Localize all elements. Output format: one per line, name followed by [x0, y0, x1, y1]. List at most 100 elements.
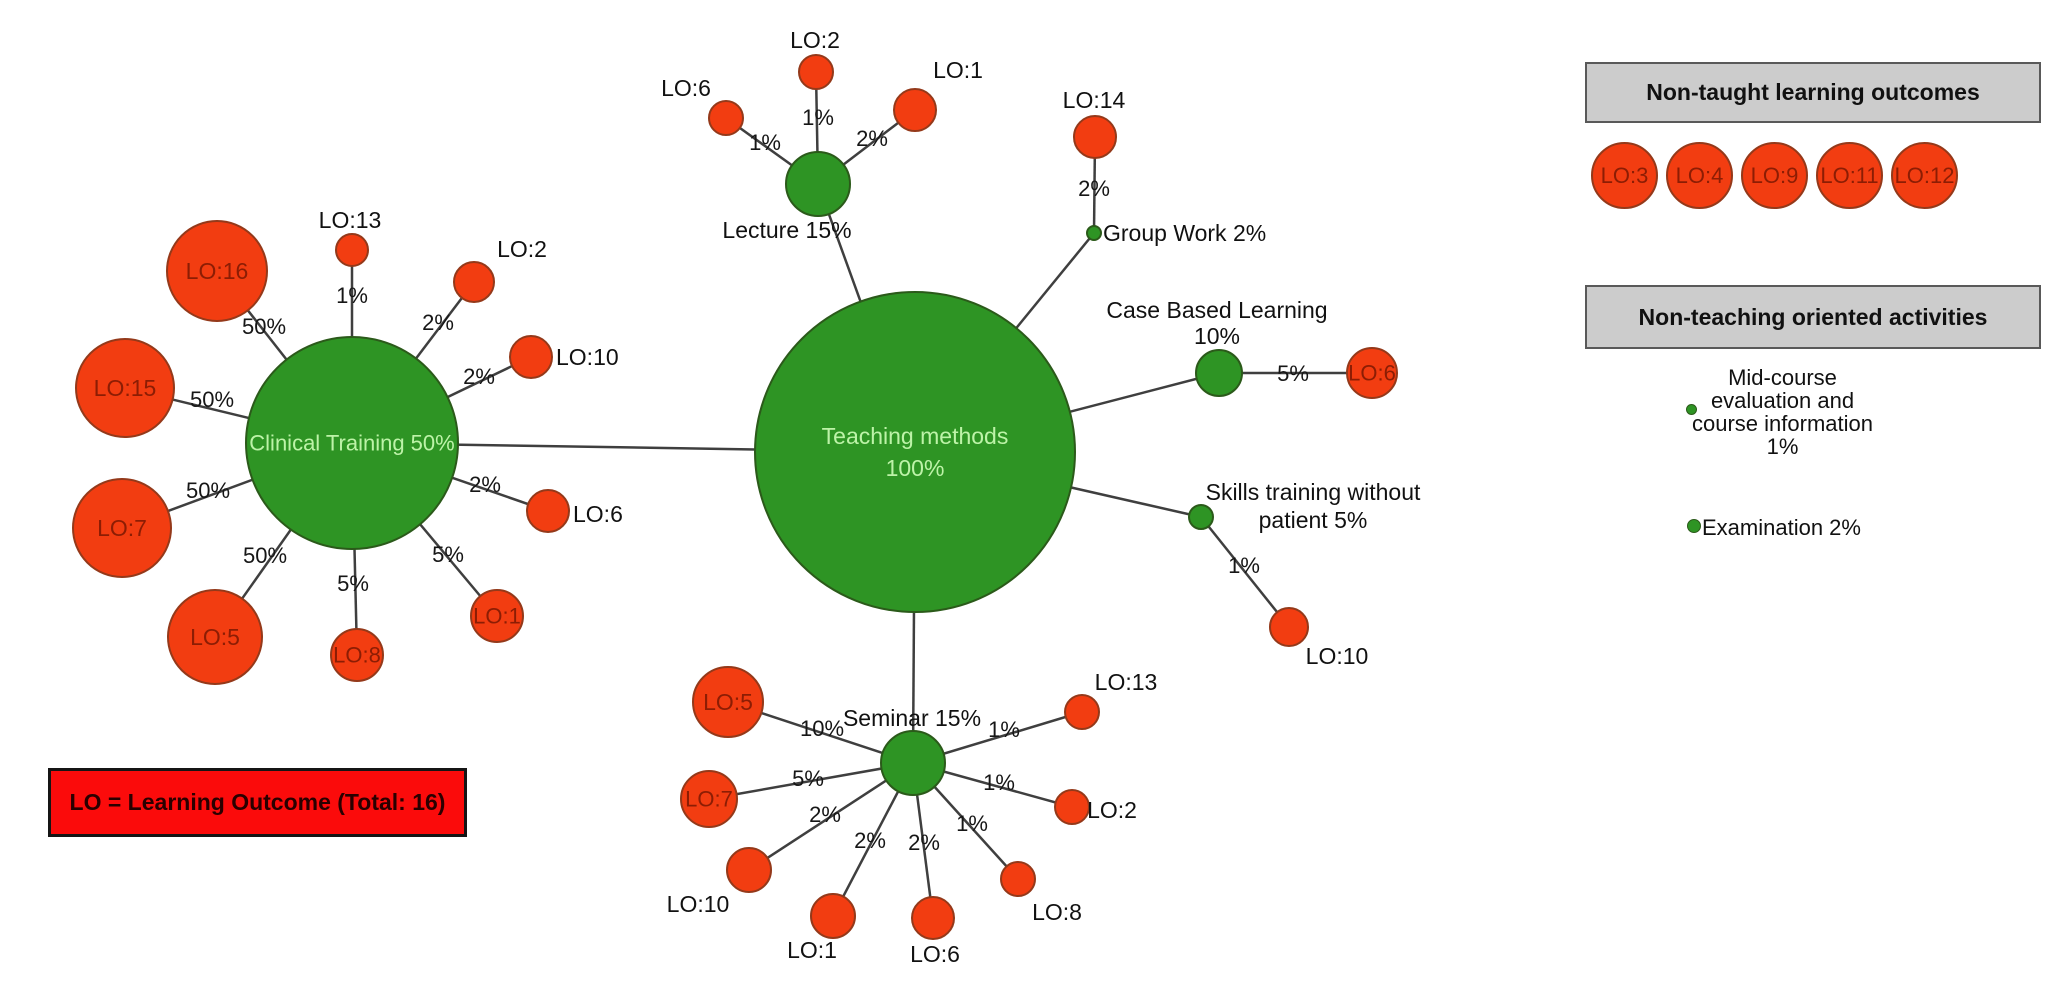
- lo-circle-label: LO:9: [1750, 162, 1799, 188]
- panel-non-teaching-title: Non-teaching oriented activities: [1638, 303, 1988, 330]
- edge-label-skills-sk10: 1%: [1228, 553, 1260, 578]
- edge-label-cbl-cb6: 5%: [1277, 361, 1309, 386]
- node-se5: [692, 666, 764, 738]
- node-label-se8: LO:8: [1032, 899, 1082, 925]
- non-taught-lo-circle: LO:3: [1591, 142, 1658, 209]
- edge-label-lecture-le2: 1%: [802, 105, 834, 130]
- edge-seminar-se7: [708, 761, 914, 801]
- node-label-lecture: Lecture 15%: [722, 217, 851, 243]
- node-label-cl16: LO:16: [186, 258, 249, 284]
- node-cl6: [526, 489, 570, 533]
- node-label-se2: LO:2: [1087, 797, 1137, 823]
- edge-label-seminar-se7: 5%: [792, 766, 824, 791]
- edge-label-seminar-se13: 1%: [988, 717, 1020, 742]
- non-taught-lo-row: LO:3 LO:4 LO:9 LO:11 LO:12: [1591, 142, 1958, 209]
- node-label-cl10: LO:10: [556, 344, 619, 370]
- node-label-le2: LO:2: [790, 27, 840, 53]
- node-layer: [72, 54, 1398, 940]
- lo-definition-text: LO = Learning Outcome (Total: 16): [69, 789, 446, 815]
- node-label-se10: LO:10: [667, 891, 730, 917]
- node-label-cl15: LO:15: [94, 375, 157, 401]
- node-label-cl2: LO:2: [497, 236, 547, 262]
- node-clinical: [245, 336, 459, 550]
- panel-non-teaching-activities: Non-teaching oriented activities: [1585, 285, 2041, 349]
- node-label-se7: LO:7: [685, 787, 733, 812]
- node-g14: [1073, 115, 1117, 159]
- node-label-se5: LO:5: [703, 689, 753, 715]
- node-se1: [810, 893, 856, 939]
- node-label-se1: LO:1: [787, 937, 837, 963]
- edge-label-clinical-cl1: 5%: [432, 542, 464, 567]
- node-groupwork: [1086, 225, 1102, 241]
- node-label-g14: LO:14: [1063, 87, 1126, 113]
- node-label-cl13: LO:13: [319, 207, 382, 233]
- edge-label-clinical-cl6: 2%: [469, 472, 501, 497]
- edge-label-lecture-le6: 1%: [749, 130, 781, 155]
- node-cb6: [1346, 347, 1398, 399]
- examination-dot-icon: [1687, 519, 1701, 533]
- edge-label-clinical-cl5: 50%: [243, 543, 287, 568]
- node-se6: [911, 896, 955, 940]
- node-cl15: [75, 338, 175, 438]
- node-cl7: [72, 478, 172, 578]
- edge-label-clinical-cl2: 2%: [422, 310, 454, 335]
- node-sk10: [1269, 607, 1309, 647]
- node-skills: [1188, 504, 1214, 530]
- node-le6: [708, 100, 744, 136]
- node-label-sk10: LO:10: [1306, 643, 1369, 669]
- node-label-cl1: LO:1: [473, 604, 521, 629]
- panel-non-taught-learning-outcomes: Non-taught learning outcomes: [1585, 62, 2041, 123]
- lo-circle-label: LO:12: [1894, 162, 1955, 188]
- node-label-seminar: Seminar 15%: [843, 705, 981, 731]
- edge-label-seminar-se6: 2%: [908, 830, 940, 855]
- node-cl1: [470, 589, 524, 643]
- node-cl2: [453, 261, 495, 303]
- edge-label-seminar-se5: 10%: [800, 716, 844, 741]
- node-cl10: [509, 335, 553, 379]
- lo-circle-label: LO:3: [1600, 162, 1649, 188]
- edge-label-clinical-cl8: 5%: [337, 571, 369, 596]
- node-teaching: [754, 291, 1076, 613]
- node-cl13: [335, 233, 369, 267]
- lo-circle-label: LO:11: [1820, 162, 1879, 188]
- node-label-clinical: Clinical Training 50%: [249, 431, 454, 456]
- edge-label-clinical-cl7: 50%: [186, 478, 230, 503]
- non-taught-lo-circle: LO:11: [1816, 142, 1883, 209]
- edge-label-clinical-cl13: 1%: [336, 283, 368, 308]
- lo-circle-label: LO:4: [1675, 162, 1724, 188]
- node-seminar: [880, 730, 946, 796]
- node-cl8: [330, 628, 384, 682]
- edge-label-clinical-cl15: 50%: [190, 387, 234, 412]
- lo-definition-note: LO = Learning Outcome (Total: 16): [48, 768, 467, 837]
- node-cl16: [166, 220, 268, 322]
- node-label-cl7: LO:7: [97, 515, 147, 541]
- node-cbl: [1195, 349, 1243, 397]
- edge-label-groupwork-g14: 2%: [1078, 176, 1110, 201]
- node-label-cl8: LO:8: [333, 643, 381, 668]
- edge-skills-sk10: [1200, 516, 1290, 628]
- node-se10: [726, 847, 772, 893]
- midcourse-evaluation-item: Mid-course evaluation and course informa…: [1692, 365, 1873, 459]
- non-taught-lo-circle: LO:9: [1741, 142, 1808, 209]
- node-se8: [1000, 861, 1036, 897]
- node-label-skills: Skills training without patient 5%: [1206, 479, 1421, 533]
- edge-label-seminar-se8: 1%: [956, 811, 988, 836]
- node-label-se13: LO:13: [1095, 669, 1158, 695]
- edge-label-lecture-le1: 2%: [856, 126, 888, 151]
- node-label-le1: LO:1: [933, 57, 983, 83]
- node-label-cl5: LO:5: [190, 624, 240, 650]
- panel-non-taught-title: Non-taught learning outcomes: [1646, 79, 1980, 105]
- edge-label-seminar-se10: 2%: [809, 802, 841, 827]
- edge-label-seminar-se2: 1%: [983, 770, 1015, 795]
- non-taught-lo-circle: LO:4: [1666, 142, 1733, 209]
- node-se7: [680, 770, 738, 828]
- edge-label-seminar-se1: 2%: [854, 828, 886, 853]
- node-label-teaching: Teaching methods 100%: [822, 423, 1009, 481]
- midcourse-dot-icon: [1686, 404, 1697, 415]
- node-label-cb6: LO:6: [1348, 361, 1396, 386]
- node-le1: [893, 88, 937, 132]
- node-label-cl6: LO:6: [573, 501, 623, 527]
- node-lecture: [785, 151, 851, 217]
